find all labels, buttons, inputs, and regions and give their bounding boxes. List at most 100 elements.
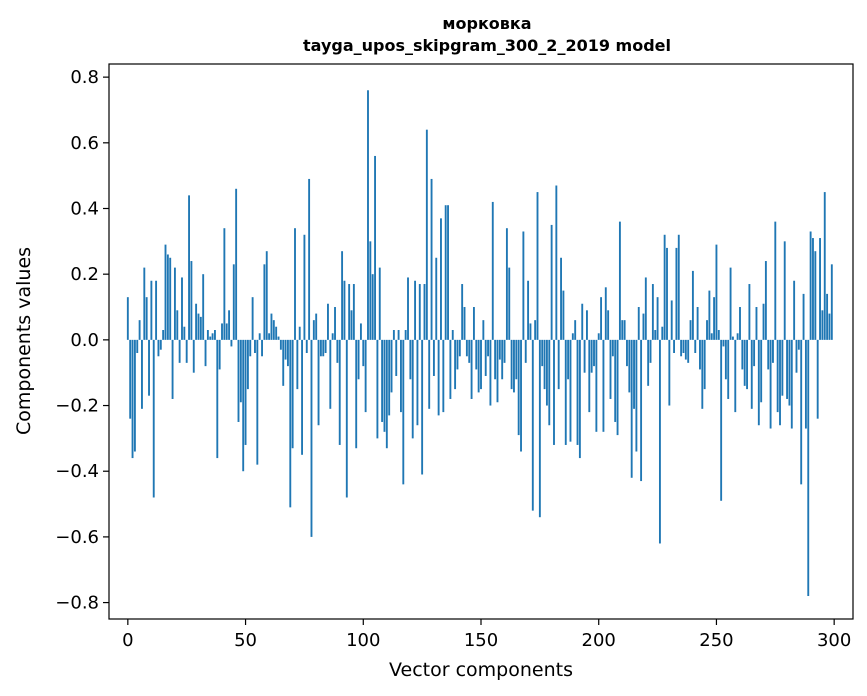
bar	[783, 241, 786, 340]
bar	[755, 307, 758, 340]
bar	[480, 339, 482, 390]
bar	[741, 339, 744, 370]
bar	[543, 339, 546, 390]
bar	[169, 257, 172, 340]
bar	[242, 339, 245, 472]
bar	[176, 310, 179, 340]
bar	[590, 339, 593, 373]
bar	[699, 339, 701, 370]
bar	[689, 320, 692, 340]
bar	[774, 221, 777, 340]
bar	[348, 284, 351, 340]
bar	[291, 339, 294, 449]
bar	[228, 310, 231, 340]
bar	[409, 339, 412, 380]
bar	[381, 339, 384, 422]
bar	[720, 339, 723, 501]
bar	[352, 284, 355, 340]
bar	[800, 339, 803, 485]
bar	[157, 339, 160, 357]
bar	[317, 339, 320, 426]
bar	[503, 339, 506, 363]
bar	[691, 270, 694, 340]
bar	[753, 339, 756, 367]
bar	[826, 293, 829, 340]
bar	[656, 297, 659, 340]
bar	[545, 339, 548, 406]
bar	[150, 280, 153, 340]
bar	[477, 339, 480, 393]
bar	[223, 228, 226, 340]
bar	[654, 330, 657, 340]
bar	[802, 293, 805, 340]
bar	[343, 280, 346, 340]
bar	[647, 339, 650, 386]
bar	[786, 339, 789, 399]
bar	[444, 205, 447, 340]
bar	[296, 339, 299, 390]
bar	[736, 333, 739, 340]
bar	[602, 339, 605, 432]
bar	[510, 339, 513, 390]
bar	[729, 267, 732, 340]
bar	[367, 90, 369, 340]
x-tick-label: 150	[464, 630, 498, 651]
bar	[569, 339, 572, 442]
bar	[418, 284, 421, 340]
bar	[315, 313, 318, 340]
bar	[498, 339, 501, 360]
bar	[694, 339, 697, 353]
bar	[131, 339, 134, 459]
bar	[828, 313, 831, 340]
x-axis-ticks: 0 50 100 150 200 250 300	[122, 619, 851, 651]
x-tick-label: 200	[582, 630, 616, 651]
bar	[400, 339, 402, 413]
bar	[216, 339, 219, 459]
bar	[750, 339, 753, 409]
bar	[392, 330, 395, 340]
bar	[651, 284, 654, 340]
bar	[470, 339, 473, 399]
bar	[423, 284, 426, 340]
bar	[616, 339, 619, 436]
x-axis-label: Vector components	[389, 659, 573, 681]
bar	[581, 303, 584, 340]
bar	[607, 310, 610, 340]
bar	[279, 339, 282, 350]
bar	[341, 251, 344, 340]
bar	[244, 339, 247, 445]
bar	[529, 323, 532, 340]
bar	[642, 313, 645, 340]
bar	[162, 330, 165, 340]
bar	[371, 274, 374, 340]
bar	[275, 326, 278, 340]
bar	[138, 320, 141, 340]
chart-title: морковка	[442, 14, 531, 33]
bar	[451, 330, 454, 340]
bar	[534, 320, 537, 340]
bar	[197, 313, 200, 340]
bar	[181, 277, 183, 340]
bar	[235, 188, 238, 340]
bar	[185, 339, 188, 363]
bar	[407, 277, 409, 340]
bar	[164, 244, 167, 340]
bar	[298, 326, 301, 340]
bar	[232, 264, 235, 340]
bar	[270, 313, 273, 340]
bar	[706, 320, 708, 340]
bar	[609, 339, 612, 399]
bar	[195, 303, 198, 340]
bar	[517, 339, 520, 436]
bar	[555, 185, 558, 340]
bar	[816, 339, 819, 419]
bar	[767, 339, 770, 370]
bar	[362, 339, 365, 367]
bar	[329, 339, 332, 409]
bar	[795, 339, 798, 373]
bar	[214, 330, 216, 340]
bar	[454, 339, 457, 390]
bar	[286, 339, 289, 367]
bar	[261, 339, 263, 357]
